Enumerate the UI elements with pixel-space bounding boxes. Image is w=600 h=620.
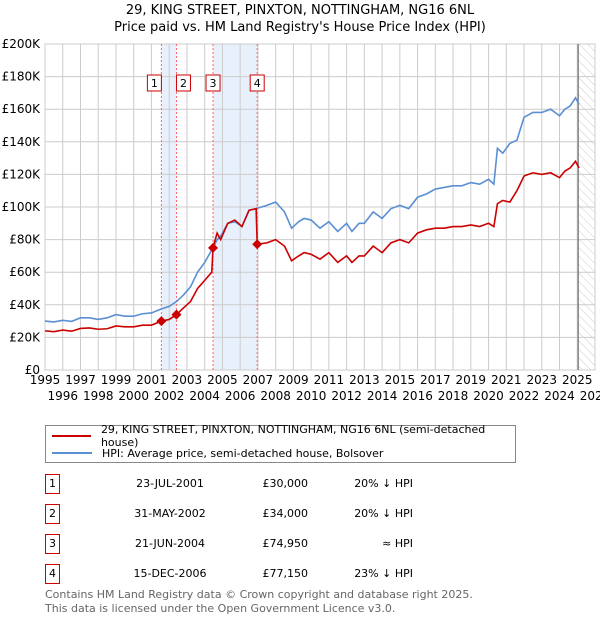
sale-label-box: 4: [249, 74, 265, 92]
x-tick-label: 1999: [101, 373, 132, 387]
y-tick-label: £20K: [9, 330, 41, 344]
transaction-number-badge: 3: [45, 534, 60, 554]
x-tick-label: 2002: [154, 389, 185, 403]
y-tick-label: £140K: [2, 135, 42, 149]
y-tick-label: £40K: [9, 298, 41, 312]
transaction-hpi-comparison: 23% ↓ HPI: [354, 567, 413, 580]
legend-item-hpi: HPI: Average price, semi-detached house,…: [52, 445, 383, 461]
transaction-hpi-comparison: ≈ HPI: [382, 537, 413, 550]
sale-point-marker: [252, 239, 263, 250]
x-tick-label: 2015: [385, 373, 416, 387]
sale-label-box: 2: [175, 74, 191, 92]
y-tick-label: £100K: [2, 200, 42, 214]
x-tick-label: 1997: [65, 373, 96, 387]
transaction-date: 21-JUN-2004: [134, 537, 206, 550]
sale-label-border: [175, 74, 191, 92]
x-tick-label: 2013: [349, 373, 380, 387]
y-tick-label: £180K: [2, 70, 42, 84]
y-tick-label: £200K: [2, 37, 42, 51]
x-tick-label: 2016: [402, 389, 433, 403]
transaction-number-badge: 4: [45, 564, 60, 584]
x-tick-label: 1998: [83, 389, 114, 403]
red-line-swatch: [52, 435, 91, 437]
y-tick-label: £120K: [2, 167, 42, 181]
footer-copyright: Contains HM Land Registry data © Crown c…: [45, 588, 473, 601]
x-tick-label: 2020: [473, 389, 504, 403]
transaction-date: 31-MAY-2002: [134, 507, 206, 520]
x-tick-label: 1996: [47, 389, 78, 403]
footer-licence: This data is licensed under the Open Gov…: [45, 602, 396, 615]
x-tick-label: 2009: [278, 373, 309, 387]
sale-label-border: [205, 74, 221, 92]
x-tick-label: 2010: [296, 389, 327, 403]
legend-label: HPI: Average price, semi-detached house,…: [102, 446, 384, 460]
sale-label-number: 2: [180, 77, 187, 90]
transaction-row: 4 15-DEC-2006 £77,150 23% ↓ HPI: [45, 564, 445, 584]
x-tick-label: 2023: [527, 373, 558, 387]
x-tick-label: 2025: [562, 373, 593, 387]
transaction-number-badge: 2: [45, 504, 60, 524]
sale-point-marker: [208, 242, 219, 253]
x-tick-label: 2018: [438, 389, 469, 403]
legend-item-property: 29, KING STREET, PINXTON, NOTTINGHAM, NG…: [52, 423, 515, 449]
x-tick-label: 1995: [30, 373, 61, 387]
x-tick-label: 2022: [509, 389, 540, 403]
transaction-number-badge: 1: [45, 474, 60, 494]
x-tick-label: 2005: [207, 373, 238, 387]
transaction-row: 3 21-JUN-2004 £74,950 ≈ HPI: [45, 534, 445, 554]
y-tick-label: £160K: [2, 102, 42, 116]
x-tick-label: 2006: [225, 389, 256, 403]
y-tick-label: £60K: [9, 265, 41, 279]
sale-point-marker: [171, 309, 182, 320]
transaction-price: £77,150: [262, 567, 309, 580]
x-tick-label: 2024: [544, 389, 575, 403]
x-tick-label: 2001: [136, 373, 167, 387]
y-tick-label: £0: [25, 363, 40, 377]
legend: 29, KING STREET, PINXTON, NOTTINGHAM, NG…: [45, 423, 516, 463]
blue-line-swatch: [52, 452, 92, 454]
x-tick-label: 2008: [260, 389, 291, 403]
transaction-price: £34,000: [262, 507, 309, 520]
x-tick-label: 2011: [314, 373, 345, 387]
sale-label-border: [146, 74, 162, 92]
transaction-price: £74,950: [262, 537, 309, 550]
sale-point-marker: [156, 316, 167, 327]
transaction-row: 1 23-JUL-2001 £30,000 20% ↓ HPI: [45, 474, 445, 494]
x-tick-label: 2014: [367, 389, 398, 403]
y-tick-label: £80K: [9, 233, 41, 247]
sale-label-box: 3: [205, 74, 221, 92]
chart-title: 29, KING STREET, PINXTON, NOTTINGHAM, NG…: [125, 3, 475, 18]
x-tick-label: 2004: [189, 389, 220, 403]
transaction-row: 2 31-MAY-2002 £34,000 20% ↓ HPI: [45, 504, 445, 524]
legend-label: 29, KING STREET, PINXTON, NOTTINGHAM, NG…: [100, 423, 486, 449]
x-tick-label: 2012: [331, 389, 362, 403]
sale-label-number: 4: [254, 77, 261, 90]
x-tick-label: 2017: [420, 373, 451, 387]
sale-label-box: 1: [146, 74, 162, 92]
property-price-line: [44, 159, 580, 333]
sale-label-number: 1: [151, 77, 158, 90]
x-tick-label: 2000: [118, 389, 149, 403]
price-chart: £0 £20K £40K £60K £80K £100K £120K £140K £160K £1…: [2, 37, 600, 403]
x-tick-label: 2026: [580, 389, 600, 403]
chart-subtitle: Price paid vs. HM Land Registry's House …: [114, 20, 486, 35]
x-tick-label: 2021: [491, 373, 522, 387]
x-tick-label: 2019: [456, 373, 487, 387]
sale-label-number: 3: [210, 77, 217, 90]
x-tick-label: 2003: [172, 373, 203, 387]
x-tick-label: 2007: [243, 373, 274, 387]
transaction-hpi-comparison: 20% ↓ HPI: [354, 507, 413, 520]
transaction-date: 15-DEC-2006: [133, 567, 207, 580]
transaction-hpi-comparison: 20% ↓ HPI: [354, 477, 413, 490]
hpi-line: [44, 96, 580, 323]
transaction-price: £30,000: [262, 477, 309, 490]
sale-label-border: [249, 74, 265, 92]
transaction-date: 23-JUL-2001: [136, 477, 204, 490]
